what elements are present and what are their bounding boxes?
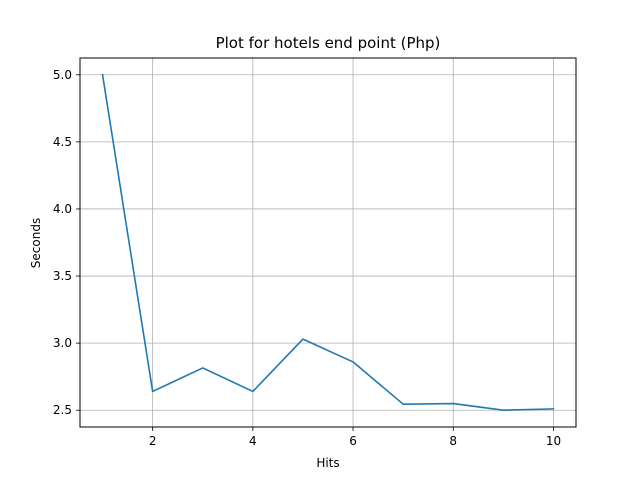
y-axis-label: Seconds — [29, 218, 43, 268]
x-tick-label: 6 — [349, 434, 357, 448]
y-tick-label: 2.5 — [53, 403, 72, 417]
chart-title: Plot for hotels end point (Php) — [216, 34, 441, 52]
y-tick-label: 4.0 — [53, 202, 72, 216]
x-axis-label: Hits — [316, 456, 339, 470]
y-tick-label: 5.0 — [53, 68, 72, 82]
x-axis-ticks: 2 4 6 8 10 — [149, 427, 561, 448]
grid — [80, 58, 576, 427]
x-tick-label: 10 — [546, 434, 561, 448]
series-line — [101, 73, 555, 412]
y-tick-label: 4.5 — [53, 135, 72, 149]
axes-frame — [79, 57, 577, 428]
y-tick-label: 3.5 — [53, 269, 72, 283]
x-tick-label: 4 — [249, 434, 257, 448]
x-tick-label: 8 — [449, 434, 457, 448]
series-layer — [101, 73, 555, 412]
y-axis-ticks: 2.5 3.0 3.5 4.0 4.5 5.0 — [53, 68, 80, 417]
x-tick-label: 2 — [149, 434, 157, 448]
y-tick-label: 3.0 — [53, 336, 72, 350]
